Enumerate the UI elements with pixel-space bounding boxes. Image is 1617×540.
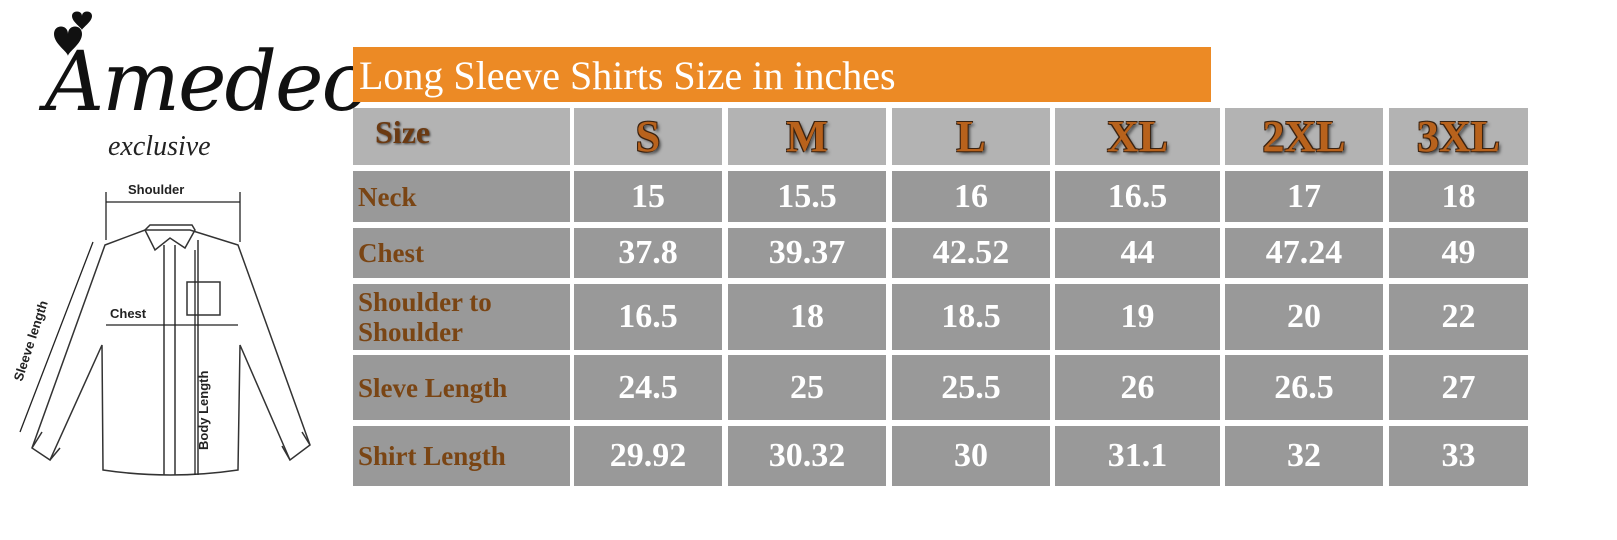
table-cell: 33 <box>1389 426 1528 486</box>
size-header-l: L <box>892 108 1050 165</box>
table-cell: 39.37 <box>728 228 886 278</box>
sleeve-length-label: Sleeve length <box>11 299 51 383</box>
table-cell: 20 <box>1225 284 1383 350</box>
table-cell: 30 <box>892 426 1050 486</box>
row-label: Chest <box>353 228 570 278</box>
brand-logo: Amedeo exclusive <box>0 0 371 170</box>
table-cell: 49 <box>1389 228 1528 278</box>
table-cell: 17 <box>1225 171 1383 222</box>
table-cell: 26.5 <box>1225 355 1383 420</box>
size-header-xl: XL <box>1055 108 1220 165</box>
table-cell: 22 <box>1389 284 1528 350</box>
row-label: Sleve Length <box>353 355 570 420</box>
table-cell: 31.1 <box>1055 426 1220 486</box>
table-cell: 15.5 <box>728 171 886 222</box>
logo-tagline: exclusive <box>108 131 211 162</box>
logo-brand: Amedeo <box>45 35 371 130</box>
row-label: Shirt Length <box>353 426 570 486</box>
header-size-label: Size <box>353 108 570 165</box>
table-cell: 44 <box>1055 228 1220 278</box>
table-cell: 16.5 <box>1055 171 1220 222</box>
size-header-3xl: 3XL <box>1389 108 1528 165</box>
chest-label: Chest <box>110 306 147 321</box>
shoulder-label: Shoulder <box>128 182 184 197</box>
table-cell: 16.5 <box>574 284 722 350</box>
table-cell: 27 <box>1389 355 1528 420</box>
table-cell: 47.24 <box>1225 228 1383 278</box>
table-cell: 19 <box>1055 284 1220 350</box>
table-cell: 30.32 <box>728 426 886 486</box>
size-header-m: M <box>728 108 886 165</box>
table-cell: 18 <box>728 284 886 350</box>
table-cell: 25 <box>728 355 886 420</box>
table-cell: 18.5 <box>892 284 1050 350</box>
table-cell: 26 <box>1055 355 1220 420</box>
table-cell: 29.92 <box>574 426 722 486</box>
shirt-outline-icon <box>31 224 311 476</box>
size-header-s: S <box>574 108 722 165</box>
size-header-2xl: 2XL <box>1225 108 1383 165</box>
table-cell: 25.5 <box>892 355 1050 420</box>
table-cell: 15 <box>574 171 722 222</box>
table-cell: 16 <box>892 171 1050 222</box>
hearts-icon <box>54 11 92 56</box>
table-cell: 18 <box>1389 171 1528 222</box>
body-length-label: Body Length <box>196 371 211 450</box>
table-cell: 24.5 <box>574 355 722 420</box>
table-cell: 32 <box>1225 426 1383 486</box>
table-cell: 42.52 <box>892 228 1050 278</box>
chart-title: Long Sleeve Shirts Size in inches <box>353 47 1211 102</box>
row-label: Shoulder to Shoulder <box>353 284 570 350</box>
table-cell: 37.8 <box>574 228 722 278</box>
row-label: Neck <box>353 171 570 222</box>
shirt-diagram: Shoulder Chest Sleeve length Body Length <box>11 182 311 476</box>
